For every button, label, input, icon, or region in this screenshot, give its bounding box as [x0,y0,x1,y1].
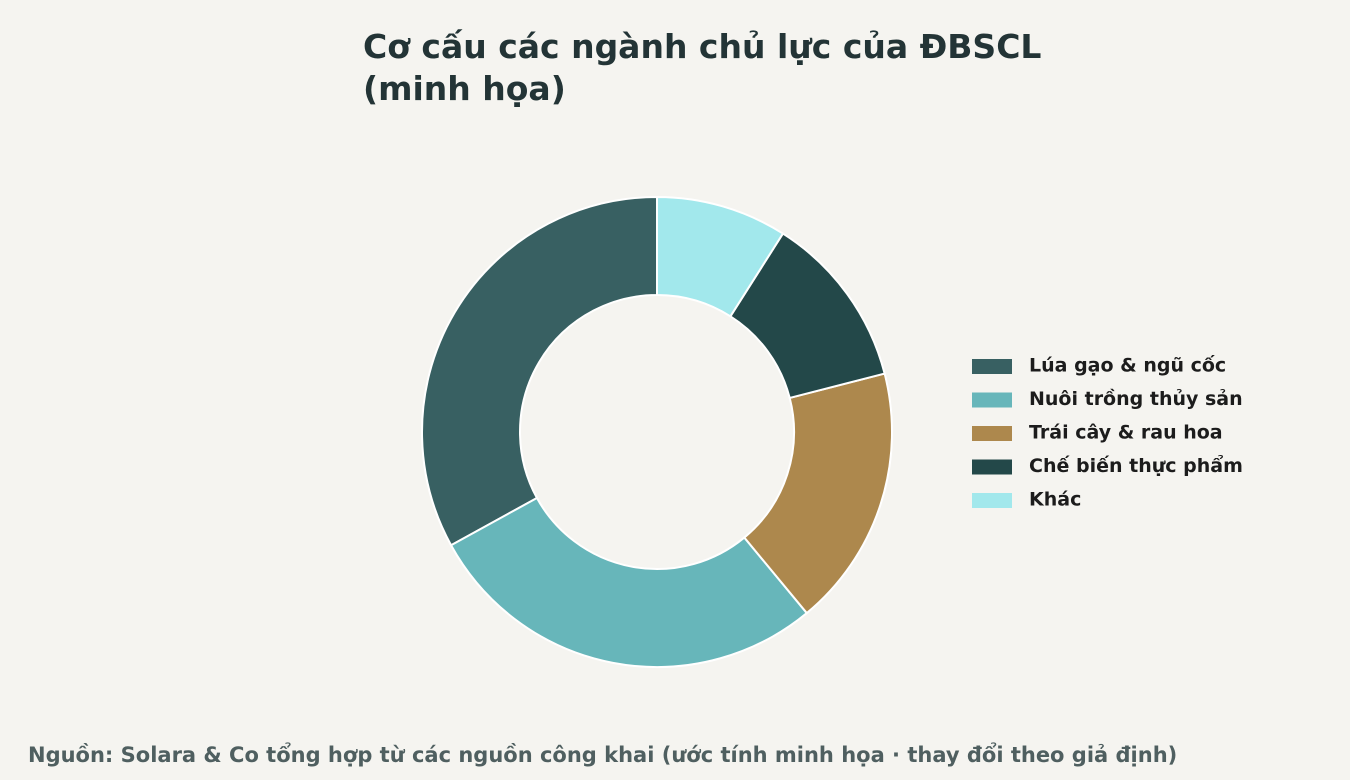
legend-label: Chế biến thực phẩm [1029,454,1243,477]
legend-label: Lúa gạo & ngũ cốc [1029,354,1226,377]
legend-swatch [972,459,1012,475]
donut-slice [421,195,658,547]
donut-slice [656,195,785,318]
legend-label: Nuôi trồng thủy sản [1029,387,1243,410]
legend-swatch [972,392,1012,408]
donut-slice [449,496,809,668]
source-note: Nguồn: Solara & Co tổng hợp từ các nguồn… [28,742,1177,767]
chart-subtitle: (minh họa) [363,69,566,108]
legend-swatch [972,493,1012,508]
chart-title: Cơ cấu các ngành chủ lực của ĐBSCL [363,27,1041,66]
legend-label: Trái cây & rau hoa [1029,422,1223,444]
legend-swatch [972,359,1012,374]
legend-swatch [972,426,1012,441]
donut-slice [742,372,893,615]
legend-label: Khác [1029,489,1081,511]
